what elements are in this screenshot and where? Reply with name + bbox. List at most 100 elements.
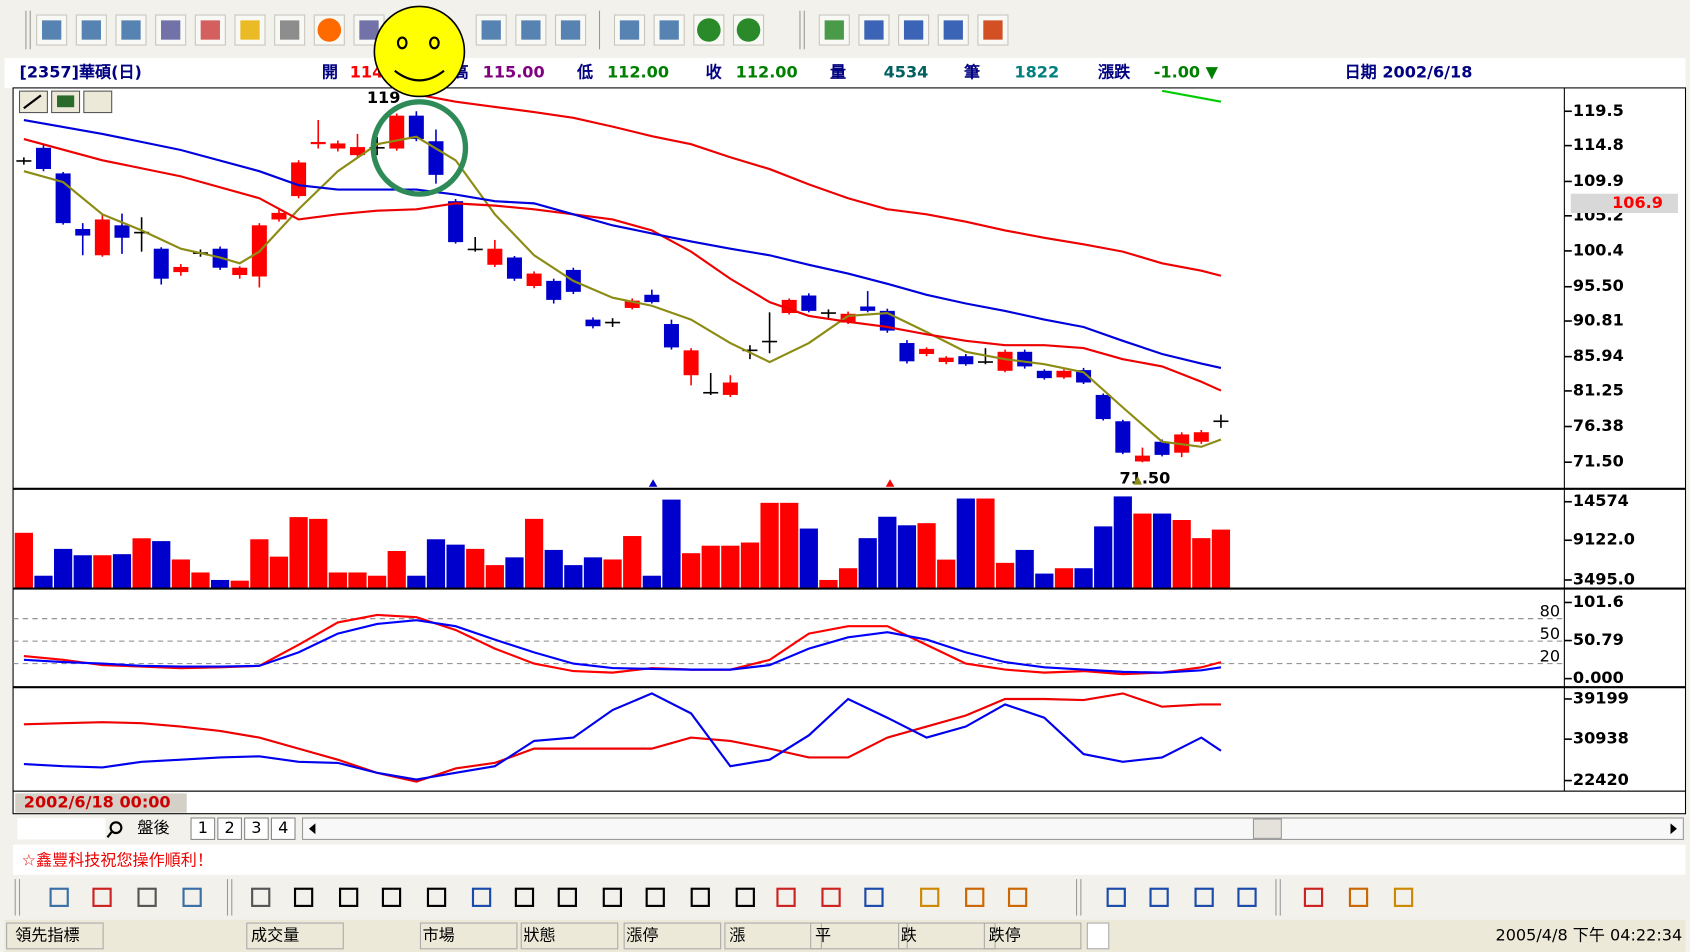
reference-label: 80 bbox=[1540, 602, 1560, 621]
volume-bar bbox=[917, 523, 935, 587]
y-tick-label: 119.5 bbox=[1573, 101, 1624, 120]
message-bar bbox=[13, 845, 1685, 875]
volume-bar bbox=[859, 538, 877, 587]
toolbar-icon bbox=[660, 20, 679, 39]
tool-button[interactable] bbox=[84, 91, 112, 112]
volume-bar bbox=[113, 554, 131, 587]
candle-body bbox=[75, 229, 90, 236]
status-field: 跌 bbox=[901, 925, 917, 944]
volume-bar bbox=[231, 581, 249, 588]
volume-bar bbox=[702, 546, 720, 588]
status-field: 漲停 bbox=[626, 925, 658, 944]
volume-bar bbox=[721, 546, 739, 588]
volume-bar bbox=[839, 568, 857, 587]
candle-body bbox=[546, 281, 561, 300]
candle-body bbox=[487, 249, 502, 265]
y-tick-label: 81.25 bbox=[1573, 380, 1624, 399]
volume-bar bbox=[54, 549, 72, 588]
label: 開 bbox=[322, 62, 338, 81]
candle-body bbox=[801, 296, 816, 311]
volume-bar bbox=[623, 536, 641, 587]
tab-label[interactable]: 3 bbox=[251, 818, 261, 837]
search-box[interactable] bbox=[17, 818, 105, 839]
volume-bar bbox=[800, 529, 818, 588]
y-tick-label: 100.4 bbox=[1573, 240, 1624, 259]
y-tick-label: 71.50 bbox=[1573, 452, 1624, 471]
scroll-thumb[interactable] bbox=[1253, 819, 1281, 838]
toolbar-icons bbox=[26, 11, 1008, 50]
volume-bar bbox=[643, 576, 661, 588]
value: 115.00 bbox=[483, 62, 545, 81]
candle-body bbox=[527, 274, 542, 286]
candle-body bbox=[899, 343, 914, 361]
value: -1.00 ▼ bbox=[1154, 62, 1219, 81]
chart-tools[interactable] bbox=[20, 91, 112, 112]
volume-bar bbox=[368, 576, 386, 588]
volume-bar bbox=[34, 576, 52, 588]
candle-body bbox=[409, 116, 424, 139]
candle-body bbox=[1155, 442, 1170, 455]
volume-bar bbox=[1094, 526, 1112, 587]
label: 低 bbox=[576, 62, 593, 81]
volume-bar bbox=[996, 563, 1014, 588]
y-tick-label: 22420 bbox=[1573, 770, 1629, 789]
candle-body bbox=[330, 143, 345, 148]
page: {"quote": {"symbol": "[2357]華碩(日)", "ope… bbox=[0, 0, 1690, 952]
candle-body bbox=[703, 392, 718, 394]
candle-body bbox=[762, 341, 777, 343]
candle-body bbox=[860, 306, 875, 310]
volume-bar bbox=[564, 565, 582, 587]
y-tick-label: 3495.0 bbox=[1573, 569, 1635, 588]
status-field: 成交量 bbox=[251, 925, 299, 944]
status-field: 領先指標 bbox=[15, 925, 79, 944]
value: 1822 bbox=[1014, 62, 1059, 81]
volume-bar bbox=[132, 538, 150, 587]
y-tick-label: 9122.0 bbox=[1573, 530, 1635, 549]
label: 漲跌 bbox=[1098, 62, 1131, 81]
y-tick-label: 101.6 bbox=[1573, 592, 1624, 611]
volume-bar bbox=[407, 576, 425, 588]
volume-bar bbox=[348, 572, 366, 587]
tab-label[interactable]: 1 bbox=[198, 818, 208, 837]
candle-body bbox=[507, 257, 522, 278]
tab-label[interactable]: 4 bbox=[278, 818, 288, 837]
tab-label[interactable]: 2 bbox=[225, 818, 235, 837]
candle-body bbox=[958, 356, 973, 364]
toolbar-icon bbox=[983, 20, 1002, 39]
chart-frame bbox=[13, 88, 1685, 791]
search-label[interactable]: 盤後 bbox=[137, 818, 169, 837]
candle-body bbox=[154, 249, 169, 279]
volume-bar bbox=[1074, 568, 1092, 587]
candle-body bbox=[1115, 421, 1130, 452]
volume-bar bbox=[760, 503, 778, 588]
y-tick-label: 114.8 bbox=[1573, 135, 1624, 154]
volume-bar bbox=[819, 580, 837, 588]
volume-bar bbox=[191, 572, 209, 587]
volume-bar bbox=[250, 539, 268, 587]
candle-body bbox=[821, 312, 836, 314]
volume-bar bbox=[741, 543, 759, 588]
label: 筆 bbox=[964, 62, 980, 81]
volume-bar bbox=[309, 519, 327, 588]
value: 112.00 bbox=[607, 62, 669, 81]
scrollbar[interactable] bbox=[303, 818, 1684, 839]
smiley-face bbox=[374, 6, 464, 96]
volume-bar bbox=[329, 572, 347, 587]
toolbar-icon bbox=[240, 20, 259, 39]
volume-bar bbox=[211, 580, 229, 588]
last-price: 106.9 bbox=[1612, 193, 1663, 212]
candle-body bbox=[585, 320, 600, 327]
candle-body bbox=[684, 350, 699, 375]
volume-bar bbox=[976, 499, 994, 588]
volume-bar bbox=[1035, 574, 1053, 588]
volume-bar bbox=[525, 519, 543, 588]
y-tick-label: 0.000 bbox=[1573, 668, 1624, 687]
volume-bar bbox=[1114, 496, 1132, 587]
volume-bar bbox=[603, 559, 621, 587]
candle-body bbox=[36, 148, 51, 169]
candle-body bbox=[644, 295, 659, 302]
candle-body bbox=[95, 219, 110, 255]
volume-bar bbox=[289, 517, 307, 587]
toolbar-icon bbox=[620, 20, 639, 39]
volume-bar bbox=[1212, 530, 1230, 588]
